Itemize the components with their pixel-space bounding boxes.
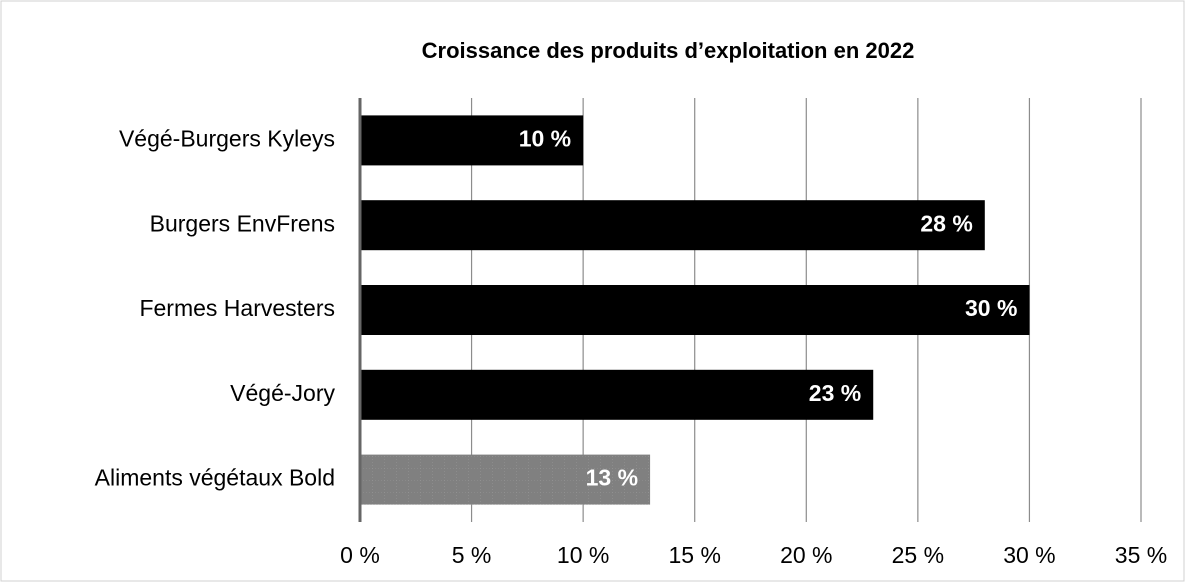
- bar: [360, 285, 1030, 335]
- data-label: 13 %: [586, 465, 638, 491]
- x-tick-label: 10 %: [557, 542, 609, 568]
- bar: [360, 115, 584, 166]
- x-tick-label: 25 %: [892, 542, 944, 568]
- chart-title: Croissance des produits d’exploitation e…: [422, 38, 915, 63]
- y-tick-label: Fermes Harvesters: [139, 295, 335, 321]
- bar-pattern: [360, 454, 651, 505]
- x-tick-label: 20 %: [780, 542, 832, 568]
- bar: [360, 200, 985, 251]
- y-tick-label: Végé-Burgers Kyleys: [119, 125, 335, 151]
- y-tick-label: Aliments végétaux Bold: [95, 465, 335, 491]
- bar: [360, 369, 874, 420]
- x-tick-label: 5 %: [452, 542, 492, 568]
- y-tick-label: Burgers EnvFrens: [150, 210, 335, 236]
- x-tick-label: 35 %: [1115, 542, 1167, 568]
- data-label: 30 %: [965, 295, 1017, 321]
- y-tick-label: Végé-Jory: [230, 380, 335, 406]
- data-label: 10 %: [519, 125, 571, 151]
- x-tick-label: 15 %: [668, 542, 720, 568]
- data-label: 23 %: [809, 380, 861, 406]
- x-tick-label: 30 %: [1003, 542, 1055, 568]
- data-label: 28 %: [920, 210, 972, 236]
- x-tick-label: 0 %: [340, 542, 380, 568]
